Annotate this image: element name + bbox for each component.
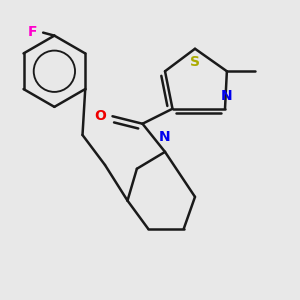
Text: N: N: [159, 130, 171, 144]
Text: O: O: [94, 109, 106, 123]
Text: F: F: [28, 25, 38, 39]
Text: N: N: [221, 89, 233, 103]
Text: S: S: [190, 56, 200, 70]
